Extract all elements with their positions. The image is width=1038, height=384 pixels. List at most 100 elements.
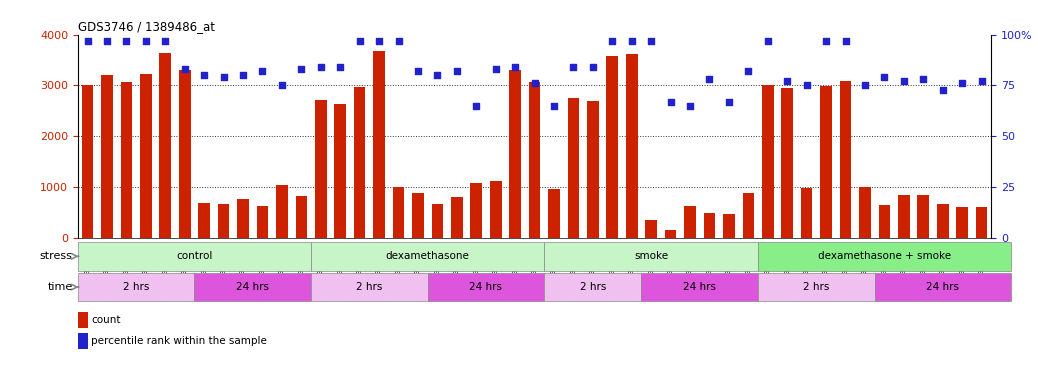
- Text: 2 hrs: 2 hrs: [356, 282, 383, 292]
- Point: [448, 68, 465, 74]
- Point: [176, 66, 193, 72]
- Text: count: count: [91, 315, 121, 325]
- Point: [740, 68, 757, 74]
- Text: 24 hrs: 24 hrs: [926, 282, 959, 292]
- Bar: [218, 204, 229, 238]
- Point: [662, 99, 679, 105]
- Point: [838, 38, 854, 44]
- Bar: [78, 333, 87, 349]
- Bar: [859, 187, 871, 238]
- Point: [79, 38, 95, 44]
- Bar: [918, 195, 929, 238]
- Text: smoke: smoke: [634, 251, 668, 262]
- Bar: [238, 199, 249, 238]
- Bar: [432, 205, 443, 238]
- Bar: [120, 83, 132, 238]
- Point: [720, 99, 737, 105]
- Point: [118, 38, 135, 44]
- Point: [565, 64, 581, 70]
- Bar: [878, 205, 891, 238]
- Bar: [758, 273, 875, 301]
- Point: [468, 103, 485, 109]
- Point: [778, 78, 795, 84]
- Bar: [392, 187, 405, 238]
- Point: [584, 64, 601, 70]
- Bar: [641, 273, 758, 301]
- Text: 2 hrs: 2 hrs: [803, 282, 829, 292]
- Text: control: control: [176, 251, 213, 262]
- Point: [410, 68, 427, 74]
- Point: [896, 78, 912, 84]
- Bar: [801, 188, 813, 238]
- Bar: [78, 312, 87, 328]
- Point: [507, 64, 523, 70]
- Point: [332, 64, 349, 70]
- Bar: [198, 204, 210, 238]
- Text: 2 hrs: 2 hrs: [122, 282, 149, 292]
- Bar: [742, 193, 755, 238]
- Bar: [179, 70, 191, 238]
- Bar: [78, 242, 311, 271]
- Text: stress: stress: [39, 251, 73, 262]
- Bar: [140, 74, 152, 238]
- Bar: [898, 195, 909, 238]
- Point: [526, 80, 543, 86]
- Text: 24 hrs: 24 hrs: [469, 282, 502, 292]
- Point: [914, 76, 931, 83]
- Point: [157, 38, 173, 44]
- Bar: [311, 242, 544, 271]
- Point: [488, 66, 504, 72]
- Point: [974, 78, 990, 84]
- Point: [798, 83, 815, 89]
- Bar: [276, 185, 288, 238]
- Text: GDS3746 / 1389486_at: GDS3746 / 1389486_at: [78, 20, 215, 33]
- Point: [196, 72, 213, 78]
- Point: [624, 38, 640, 44]
- Bar: [82, 86, 93, 238]
- Text: 24 hrs: 24 hrs: [237, 282, 269, 292]
- Bar: [782, 88, 793, 238]
- Bar: [311, 273, 428, 301]
- Bar: [544, 242, 758, 271]
- Bar: [374, 51, 385, 238]
- Bar: [194, 273, 311, 301]
- Point: [99, 38, 115, 44]
- Bar: [548, 189, 559, 238]
- Text: time: time: [48, 282, 73, 292]
- Bar: [664, 230, 677, 238]
- Bar: [723, 214, 735, 238]
- Point: [274, 83, 291, 89]
- Bar: [588, 101, 599, 238]
- Point: [954, 80, 971, 86]
- Bar: [762, 86, 773, 238]
- Bar: [956, 207, 968, 238]
- Point: [293, 66, 309, 72]
- Bar: [510, 70, 521, 238]
- Point: [682, 103, 699, 109]
- Point: [856, 83, 873, 89]
- Point: [818, 38, 835, 44]
- Bar: [78, 273, 194, 301]
- Bar: [101, 75, 113, 238]
- Point: [702, 76, 718, 83]
- Text: dexamethasone + smoke: dexamethasone + smoke: [818, 251, 951, 262]
- Bar: [840, 81, 851, 238]
- Bar: [528, 83, 541, 238]
- Point: [876, 74, 893, 80]
- Text: 24 hrs: 24 hrs: [683, 282, 716, 292]
- Point: [760, 38, 776, 44]
- Point: [643, 38, 659, 44]
- Bar: [684, 205, 695, 238]
- Bar: [606, 56, 619, 238]
- Bar: [450, 197, 463, 238]
- Bar: [354, 87, 365, 238]
- Point: [215, 74, 231, 80]
- Bar: [428, 273, 544, 301]
- Bar: [626, 54, 637, 238]
- Bar: [568, 98, 579, 238]
- Text: 2 hrs: 2 hrs: [579, 282, 606, 292]
- Bar: [976, 207, 987, 238]
- Bar: [544, 273, 641, 301]
- Bar: [820, 86, 831, 238]
- Bar: [758, 242, 1011, 271]
